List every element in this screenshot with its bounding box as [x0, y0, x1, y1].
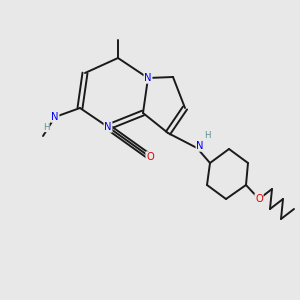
- Text: N: N: [51, 112, 59, 122]
- Text: N: N: [104, 122, 112, 132]
- Text: H: H: [204, 131, 210, 140]
- Text: O: O: [255, 194, 263, 204]
- Text: N: N: [144, 73, 152, 83]
- Text: H: H: [43, 122, 49, 131]
- Text: O: O: [146, 152, 154, 162]
- Text: N: N: [196, 141, 204, 151]
